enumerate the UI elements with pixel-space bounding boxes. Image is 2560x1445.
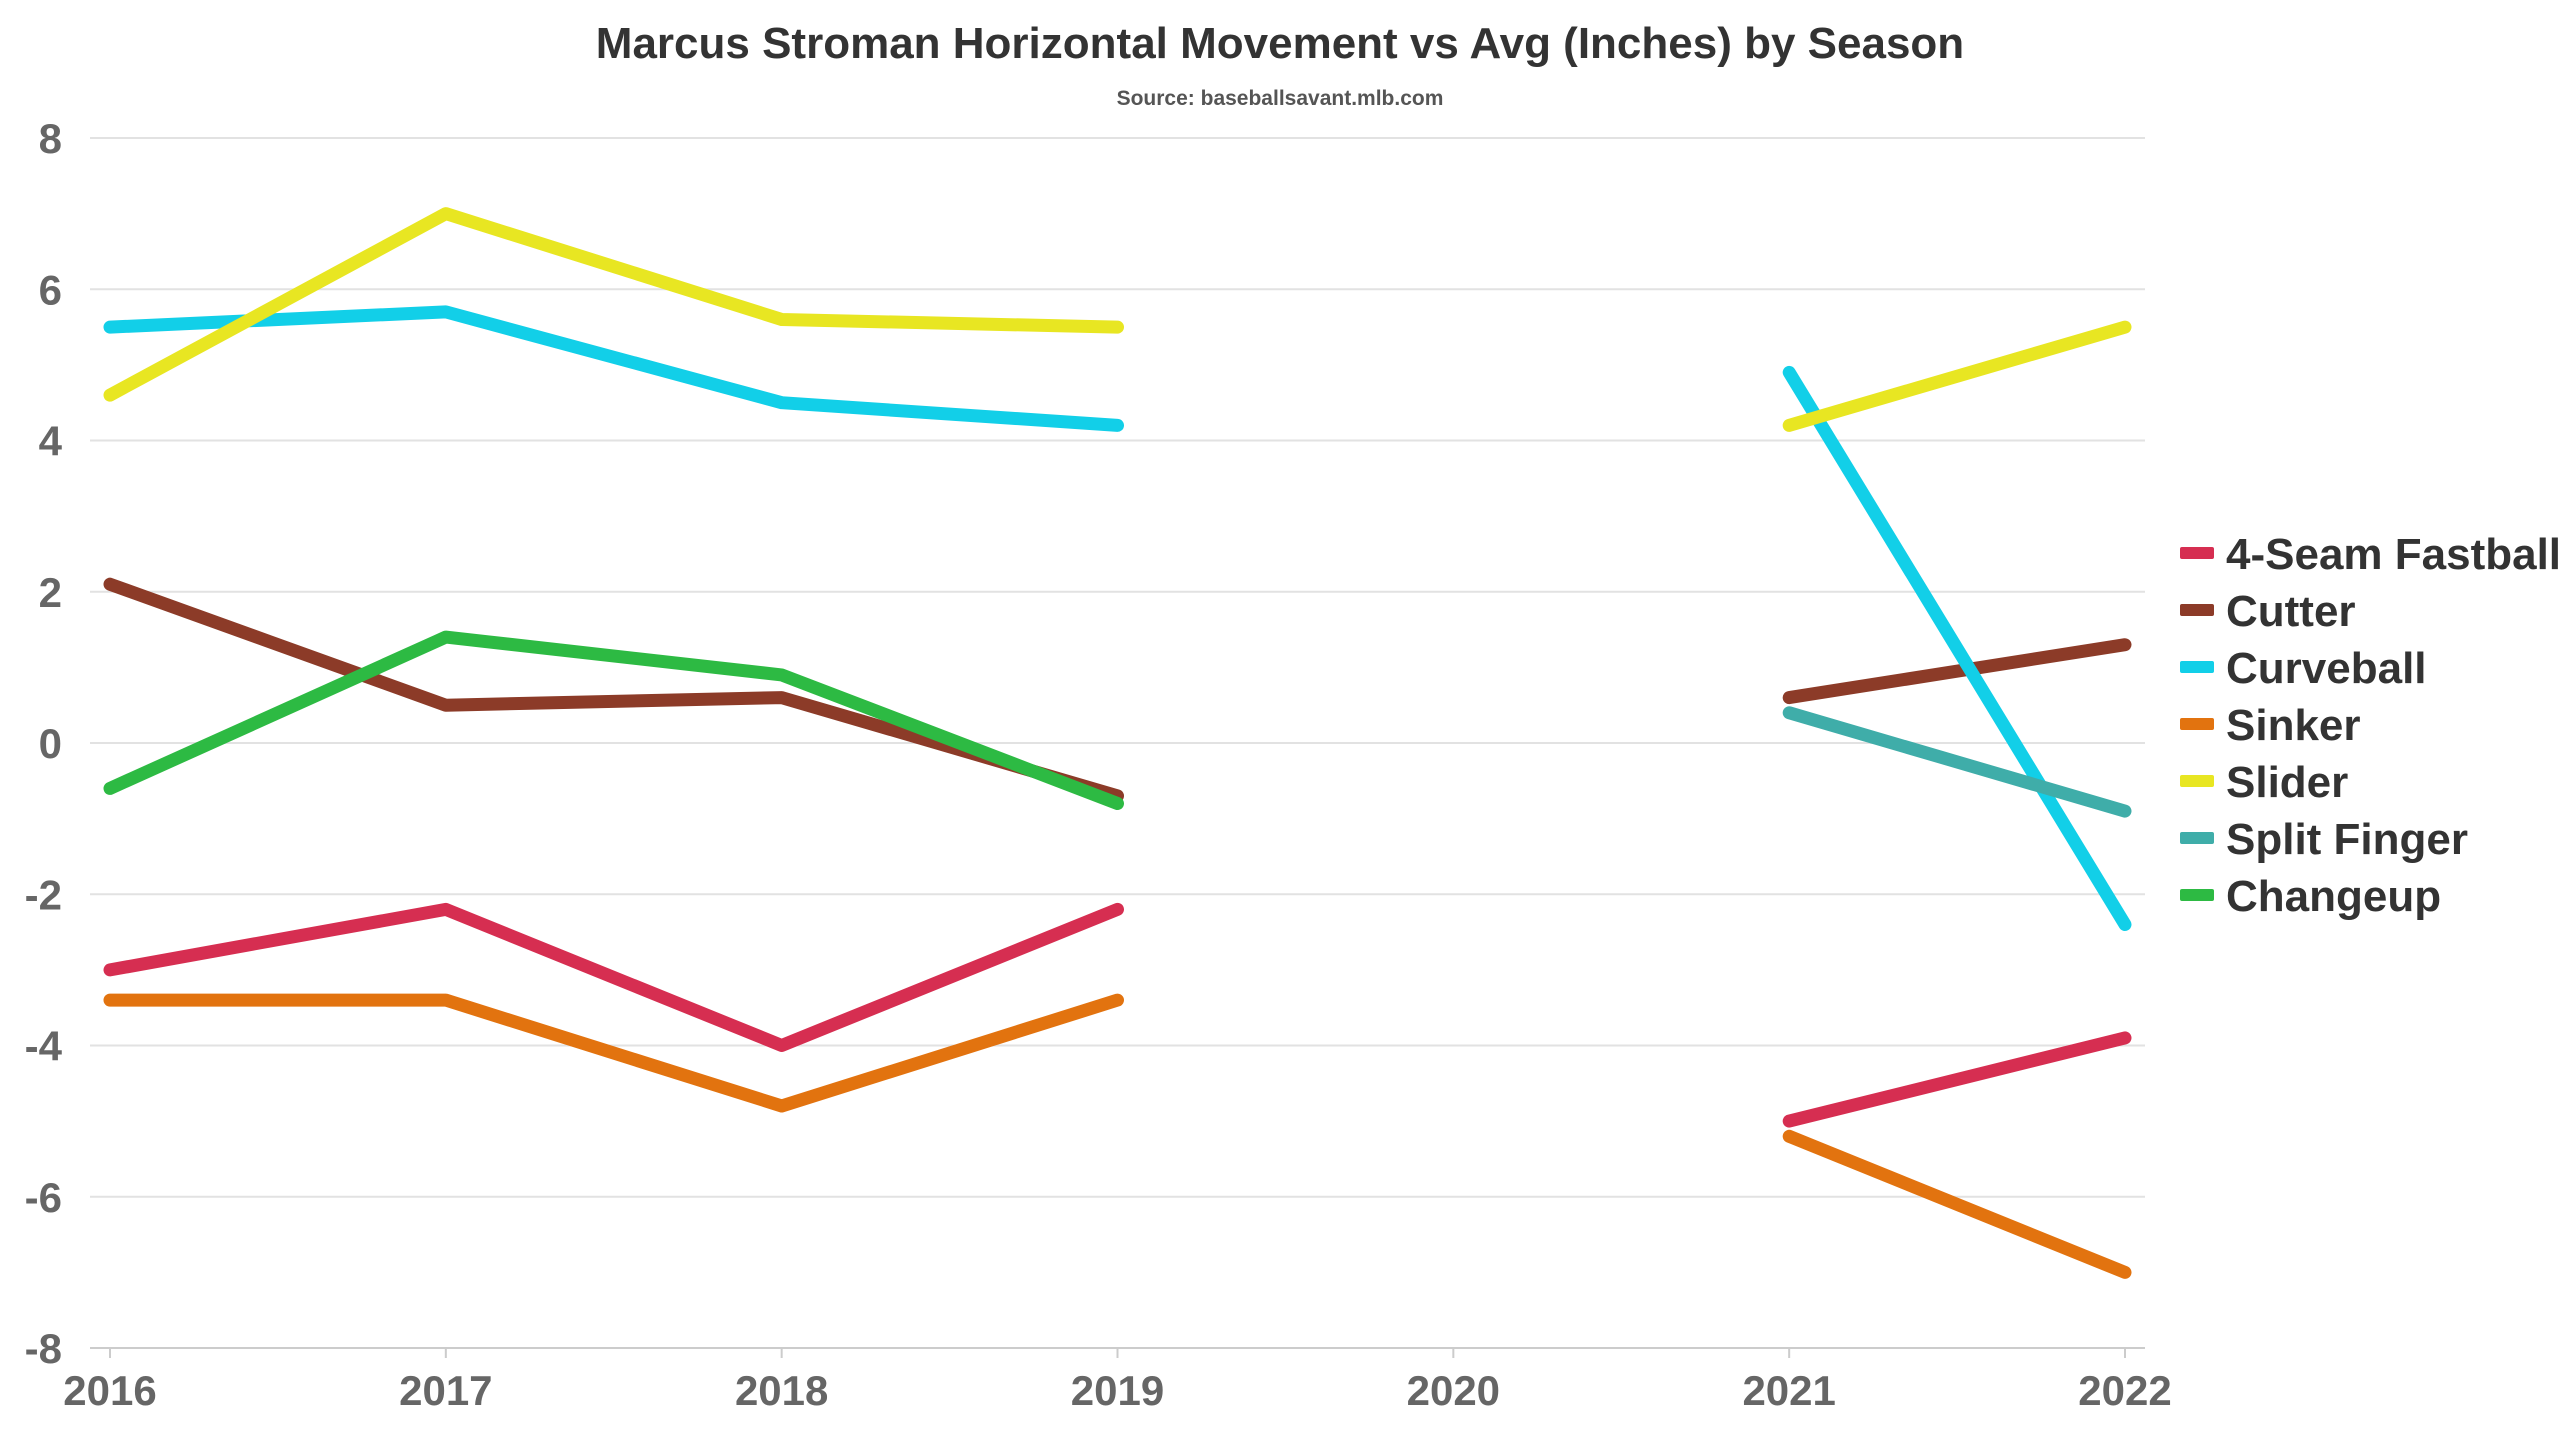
series-cutter [103, 577, 2132, 803]
legend-item-split-finger: Split Finger [2180, 815, 2468, 864]
chart-title: Marcus Stroman Horizontal Movement vs Av… [596, 19, 1964, 68]
series-4-seam-fastball [103, 902, 2132, 1128]
legend-item-sinker: Sinker [2180, 701, 2361, 750]
legend-swatch [2180, 775, 2214, 787]
legend-label: Changeup [2226, 872, 2441, 921]
legend-swatch [2180, 547, 2214, 559]
series-lines [103, 207, 2132, 1279]
y-tick-label: -2 [25, 871, 62, 918]
series-changeup [103, 630, 1124, 810]
series-line-cutter [103, 577, 1124, 803]
chart-subtitle: Source: baseballsavant.mlb.com [1117, 87, 1444, 110]
series-line-slider [1782, 320, 2132, 432]
legend-item-cutter: Cutter [2180, 587, 2356, 636]
y-axis: 8 6 4 2 0 -2 -4 -6 -8 [25, 115, 63, 1372]
y-tick-label: 8 [39, 115, 62, 162]
legend-swatch [2180, 832, 2214, 844]
legend-item-slider: Slider [2180, 758, 2348, 807]
x-axis: 2016 2017 2018 2019 2020 2021 2022 [63, 1347, 2172, 1414]
legend-swatch [2180, 661, 2214, 673]
x-tick-label: 2018 [735, 1367, 828, 1414]
y-tick-label: 0 [39, 720, 62, 767]
series-line-cutter [1782, 638, 2132, 705]
legend-item-curveball: Curveball [2180, 644, 2427, 693]
legend-label: Slider [2226, 758, 2348, 807]
legend-label: Curveball [2226, 644, 2427, 693]
series-sinker [103, 993, 2132, 1279]
x-tick-label: 2016 [63, 1367, 156, 1414]
x-tick-label: 2020 [1407, 1367, 1500, 1414]
series-line-sinker [103, 993, 1124, 1113]
x-tick-label: 2021 [1742, 1367, 1835, 1414]
series-line-curveball [103, 305, 1124, 432]
series-line-sinker [1782, 1129, 2132, 1279]
legend-label: Split Finger [2226, 815, 2468, 864]
legend-item-changeup: Changeup [2180, 872, 2441, 921]
series-line-slider [103, 207, 1124, 402]
legend-swatch [2180, 718, 2214, 730]
series-slider [103, 207, 2132, 432]
series-curveball [103, 305, 2132, 931]
x-tick-label: 2019 [1071, 1367, 1164, 1414]
y-tick-label: -4 [25, 1023, 63, 1070]
series-line-split-finger [1782, 706, 2132, 818]
legend-label: 4-Seam Fastball [2226, 530, 2560, 579]
legend-label: Sinker [2226, 701, 2361, 750]
x-tick-label: 2017 [399, 1367, 492, 1414]
series-line-changeup [103, 630, 1124, 810]
legend: 4-Seam Fastball Cutter Curveball Sinker Slid… [2180, 530, 2560, 921]
legend-label: Cutter [2226, 587, 2356, 636]
x-tick-label: 2022 [2078, 1367, 2171, 1414]
y-tick-label: 4 [39, 418, 63, 465]
legend-swatch [2180, 604, 2214, 616]
series-line-4-seam-fastball [103, 902, 1124, 1052]
y-tick-label: -8 [25, 1325, 62, 1372]
series-line-curveball [1782, 365, 2132, 931]
y-tick-label: -6 [25, 1174, 62, 1221]
series-line-4-seam-fastball [1782, 1031, 2132, 1128]
series-split-finger [1782, 706, 2132, 818]
legend-item-4-seam-fastball: 4-Seam Fastball [2180, 530, 2560, 579]
y-tick-label: 6 [39, 266, 62, 313]
legend-swatch [2180, 889, 2214, 901]
y-tick-label: 2 [39, 569, 62, 616]
gridlines [90, 137, 2145, 1198]
